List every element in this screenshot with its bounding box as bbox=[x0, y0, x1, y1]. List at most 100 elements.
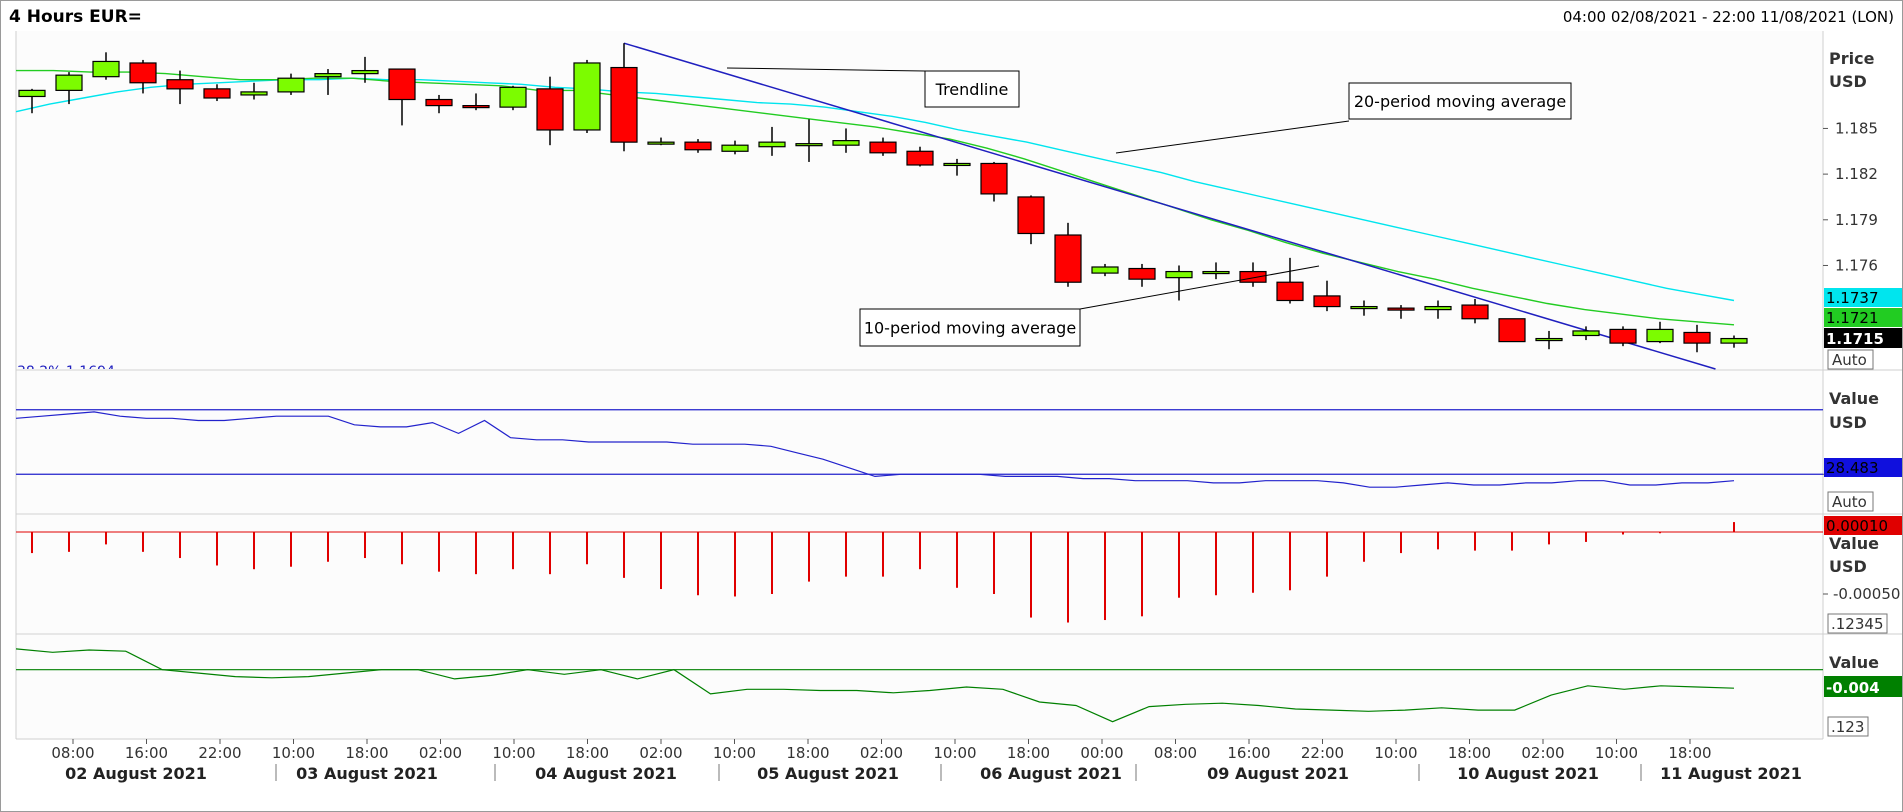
last-price-box bbox=[1824, 328, 1902, 348]
trendline bbox=[623, 42, 1716, 370]
time-tick-label: 08:00 bbox=[51, 744, 94, 762]
pane-1-background bbox=[16, 371, 1823, 513]
candle-body bbox=[388, 68, 416, 101]
candle-body bbox=[1202, 270, 1230, 275]
candle-body bbox=[462, 105, 490, 109]
date-label: 05 August 2021 bbox=[757, 764, 899, 783]
candle-body bbox=[351, 69, 379, 75]
annotation-label: Trendline bbox=[935, 80, 1009, 99]
histogram-scale-box bbox=[1827, 613, 1888, 634]
time-tick-label: 10:00 bbox=[1595, 744, 1638, 762]
oscillator-axis-unit: USD bbox=[1829, 413, 1867, 432]
chart-title: 4 Hours EUR= bbox=[9, 7, 142, 27]
ma20-value-label: 1.1737 bbox=[1826, 289, 1879, 307]
candle-body bbox=[536, 88, 564, 131]
price-tick-label: 1.176 bbox=[1835, 256, 1878, 274]
candle-body bbox=[425, 98, 453, 107]
time-tick-label: 18:00 bbox=[1007, 744, 1050, 762]
candle-body bbox=[647, 141, 675, 145]
oscillator-auto-label: Auto bbox=[1832, 493, 1867, 511]
candle-body bbox=[758, 141, 786, 148]
candle-body bbox=[1054, 234, 1082, 283]
candle-body bbox=[1646, 328, 1674, 343]
candle-body bbox=[1350, 305, 1378, 310]
price-tick-label: 1.185 bbox=[1835, 119, 1878, 137]
annotation-label: 10-period moving average bbox=[864, 319, 1076, 338]
time-tick-label: 10:00 bbox=[713, 744, 756, 762]
candle-body bbox=[1720, 337, 1748, 344]
candle-body bbox=[499, 86, 527, 108]
candle-body bbox=[1572, 330, 1600, 337]
candle-body bbox=[795, 143, 823, 147]
time-tick-label: 16:00 bbox=[125, 744, 168, 762]
time-tick-label: 02:00 bbox=[1521, 744, 1564, 762]
candle-body bbox=[1424, 305, 1452, 311]
annotation-label: 20-period moving average bbox=[1354, 92, 1566, 111]
candle-body bbox=[240, 91, 268, 96]
candle-body bbox=[1239, 270, 1267, 283]
candle-body bbox=[721, 144, 749, 152]
candle-body bbox=[129, 62, 157, 84]
histogram-value-label: 0.00010 bbox=[1826, 517, 1888, 535]
lower-indicator-pane: Value -0.004 .123 bbox=[15, 648, 1902, 737]
time-tick-label: 18:00 bbox=[1668, 744, 1711, 762]
oscillator-axis-label: Value bbox=[1829, 389, 1879, 408]
time-tick-label: 08:00 bbox=[1154, 744, 1197, 762]
candle-body bbox=[203, 88, 231, 99]
candle-body bbox=[573, 62, 601, 131]
candle-body bbox=[1276, 281, 1304, 302]
candle-body bbox=[1128, 267, 1156, 280]
time-tick-label: 00:00 bbox=[1080, 744, 1123, 762]
auto-scale-label: Auto bbox=[1832, 351, 1867, 369]
candle-body bbox=[1387, 307, 1415, 311]
oscillator-line bbox=[15, 411, 1735, 488]
time-tick-label: 10:00 bbox=[1374, 744, 1417, 762]
date-label: 09 August 2021 bbox=[1207, 764, 1349, 783]
oscillator-auto-button bbox=[1827, 491, 1874, 512]
candle-body bbox=[1609, 328, 1637, 344]
time-tick-label: 18:00 bbox=[566, 744, 609, 762]
candle-body bbox=[166, 79, 194, 90]
histogram-axis-label: Value bbox=[1829, 534, 1879, 553]
histogram-tick-label: -0.00050 bbox=[1833, 585, 1900, 603]
date-label: 02 August 2021 bbox=[65, 764, 207, 783]
candle-body bbox=[980, 162, 1008, 195]
time-tick-label: 22:00 bbox=[198, 744, 241, 762]
oscillator-value-label: 28.483 bbox=[1826, 459, 1879, 477]
lower-axis-label: Value bbox=[1829, 653, 1879, 672]
oscillator-value-box bbox=[1824, 458, 1902, 477]
time-tick-label: 18:00 bbox=[786, 744, 829, 762]
ma20-value-box bbox=[1824, 288, 1902, 307]
pane-3-background bbox=[16, 635, 1823, 739]
candle-body bbox=[1498, 318, 1526, 343]
lower-value-label: -0.004 bbox=[1826, 679, 1880, 697]
candle-body bbox=[1165, 270, 1193, 279]
time-tick-label: 02:00 bbox=[860, 744, 903, 762]
price-tick-label: 1.182 bbox=[1835, 165, 1878, 183]
candle-body bbox=[314, 73, 342, 78]
time-tick-label: 10:00 bbox=[272, 744, 315, 762]
histogram-value-box bbox=[1824, 516, 1902, 535]
candle-body bbox=[277, 77, 305, 93]
date-label: 04 August 2021 bbox=[535, 764, 677, 783]
lower-value-box bbox=[1824, 676, 1902, 697]
candle-body bbox=[1535, 337, 1563, 342]
ma10-value-box bbox=[1824, 308, 1902, 327]
candle-body bbox=[55, 74, 83, 91]
candle-body bbox=[1017, 196, 1045, 235]
histogram-scale-label: .12345 bbox=[1831, 615, 1884, 633]
candle-body bbox=[1461, 304, 1489, 320]
price-axis-label: Price bbox=[1829, 49, 1875, 68]
time-tick-label: 02:00 bbox=[419, 744, 462, 762]
last-price-label: 1.1715 bbox=[1826, 330, 1884, 348]
time-tick-label: 10:00 bbox=[933, 744, 976, 762]
candle-body bbox=[906, 150, 934, 166]
fib-level-label: 38.2% 1.1694 bbox=[17, 364, 115, 380]
time-tick-label: 02:00 bbox=[639, 744, 682, 762]
lower-indicator-line bbox=[15, 648, 1735, 723]
date-range: 04:00 02/08/2021 - 22:00 11/08/2021 (LON… bbox=[1562, 8, 1894, 26]
candle-body bbox=[1683, 331, 1711, 344]
annotation-box bbox=[859, 308, 1081, 347]
